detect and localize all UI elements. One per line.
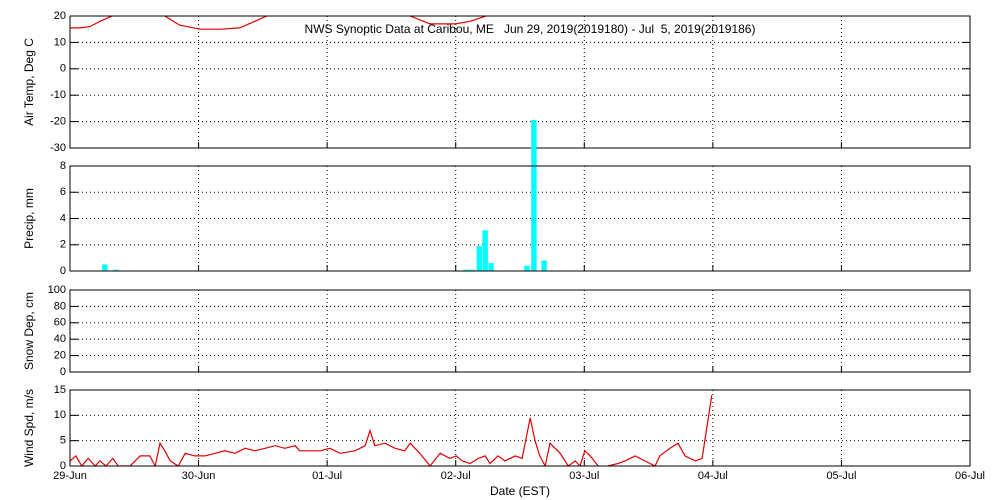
y-tick-label: 20	[54, 10, 66, 22]
y-tick-label: 15	[54, 384, 66, 396]
y-tick-label: 8	[60, 160, 66, 172]
plot-frame	[69, 289, 971, 373]
y-tick-label: 0	[60, 265, 66, 277]
x-tick-label: 04-Jul	[698, 470, 728, 482]
bar	[531, 120, 537, 271]
y-axis-label: Air Temp, Deg C	[22, 38, 36, 126]
y-tick-label: 20	[54, 350, 66, 362]
y-tick-label: 40	[54, 333, 66, 345]
y-tick-label: 0	[60, 366, 66, 378]
y-tick-label: 100	[48, 284, 66, 296]
bar	[469, 269, 475, 272]
x-tick-label: 02-Jul	[441, 470, 471, 482]
y-tick-label: 6	[60, 186, 66, 198]
y-tick-label: 4	[60, 212, 66, 224]
bar	[113, 269, 119, 272]
x-tick-label: 29-Jun	[53, 470, 87, 482]
x-axis-label: Date (EST)	[490, 484, 550, 498]
bar	[488, 263, 494, 271]
y-axis-label: Snow Dep, cm	[22, 292, 36, 370]
y-tick-label: 10	[54, 36, 66, 48]
bar	[524, 265, 530, 271]
x-tick-label: 01-Jul	[312, 470, 342, 482]
x-tick-label: 06-Jul	[955, 470, 985, 482]
plot-frame	[69, 165, 971, 272]
y-tick-label: -10	[50, 89, 66, 101]
y-tick-label: 60	[54, 317, 66, 329]
bar	[463, 269, 469, 272]
y-axis-label: Precip, mm	[22, 188, 36, 249]
bar	[476, 246, 482, 271]
y-axis-label: Wind Spd, m/s	[22, 389, 36, 467]
plot-frame	[69, 389, 971, 467]
y-tick-label: -30	[50, 142, 66, 154]
y-tick-label: 0	[60, 460, 66, 472]
y-tick-label: 80	[54, 300, 66, 312]
y-tick-label: -20	[50, 116, 66, 128]
bar	[482, 230, 488, 271]
y-tick-label: 10	[54, 409, 66, 421]
bar	[102, 264, 108, 271]
x-tick-label: 03-Jul	[569, 470, 599, 482]
x-tick-label: 30-Jun	[182, 470, 216, 482]
y-tick-label: 5	[60, 435, 66, 447]
bar	[541, 260, 547, 271]
chart-title: NWS Synoptic Data at Caribou, ME Jun 29,…	[305, 22, 756, 36]
y-tick-label: 0	[60, 63, 66, 75]
y-tick-label: 2	[60, 239, 66, 251]
line	[70, 395, 713, 466]
x-tick-label: 05-Jul	[826, 470, 856, 482]
plot-frame	[69, 15, 971, 149]
